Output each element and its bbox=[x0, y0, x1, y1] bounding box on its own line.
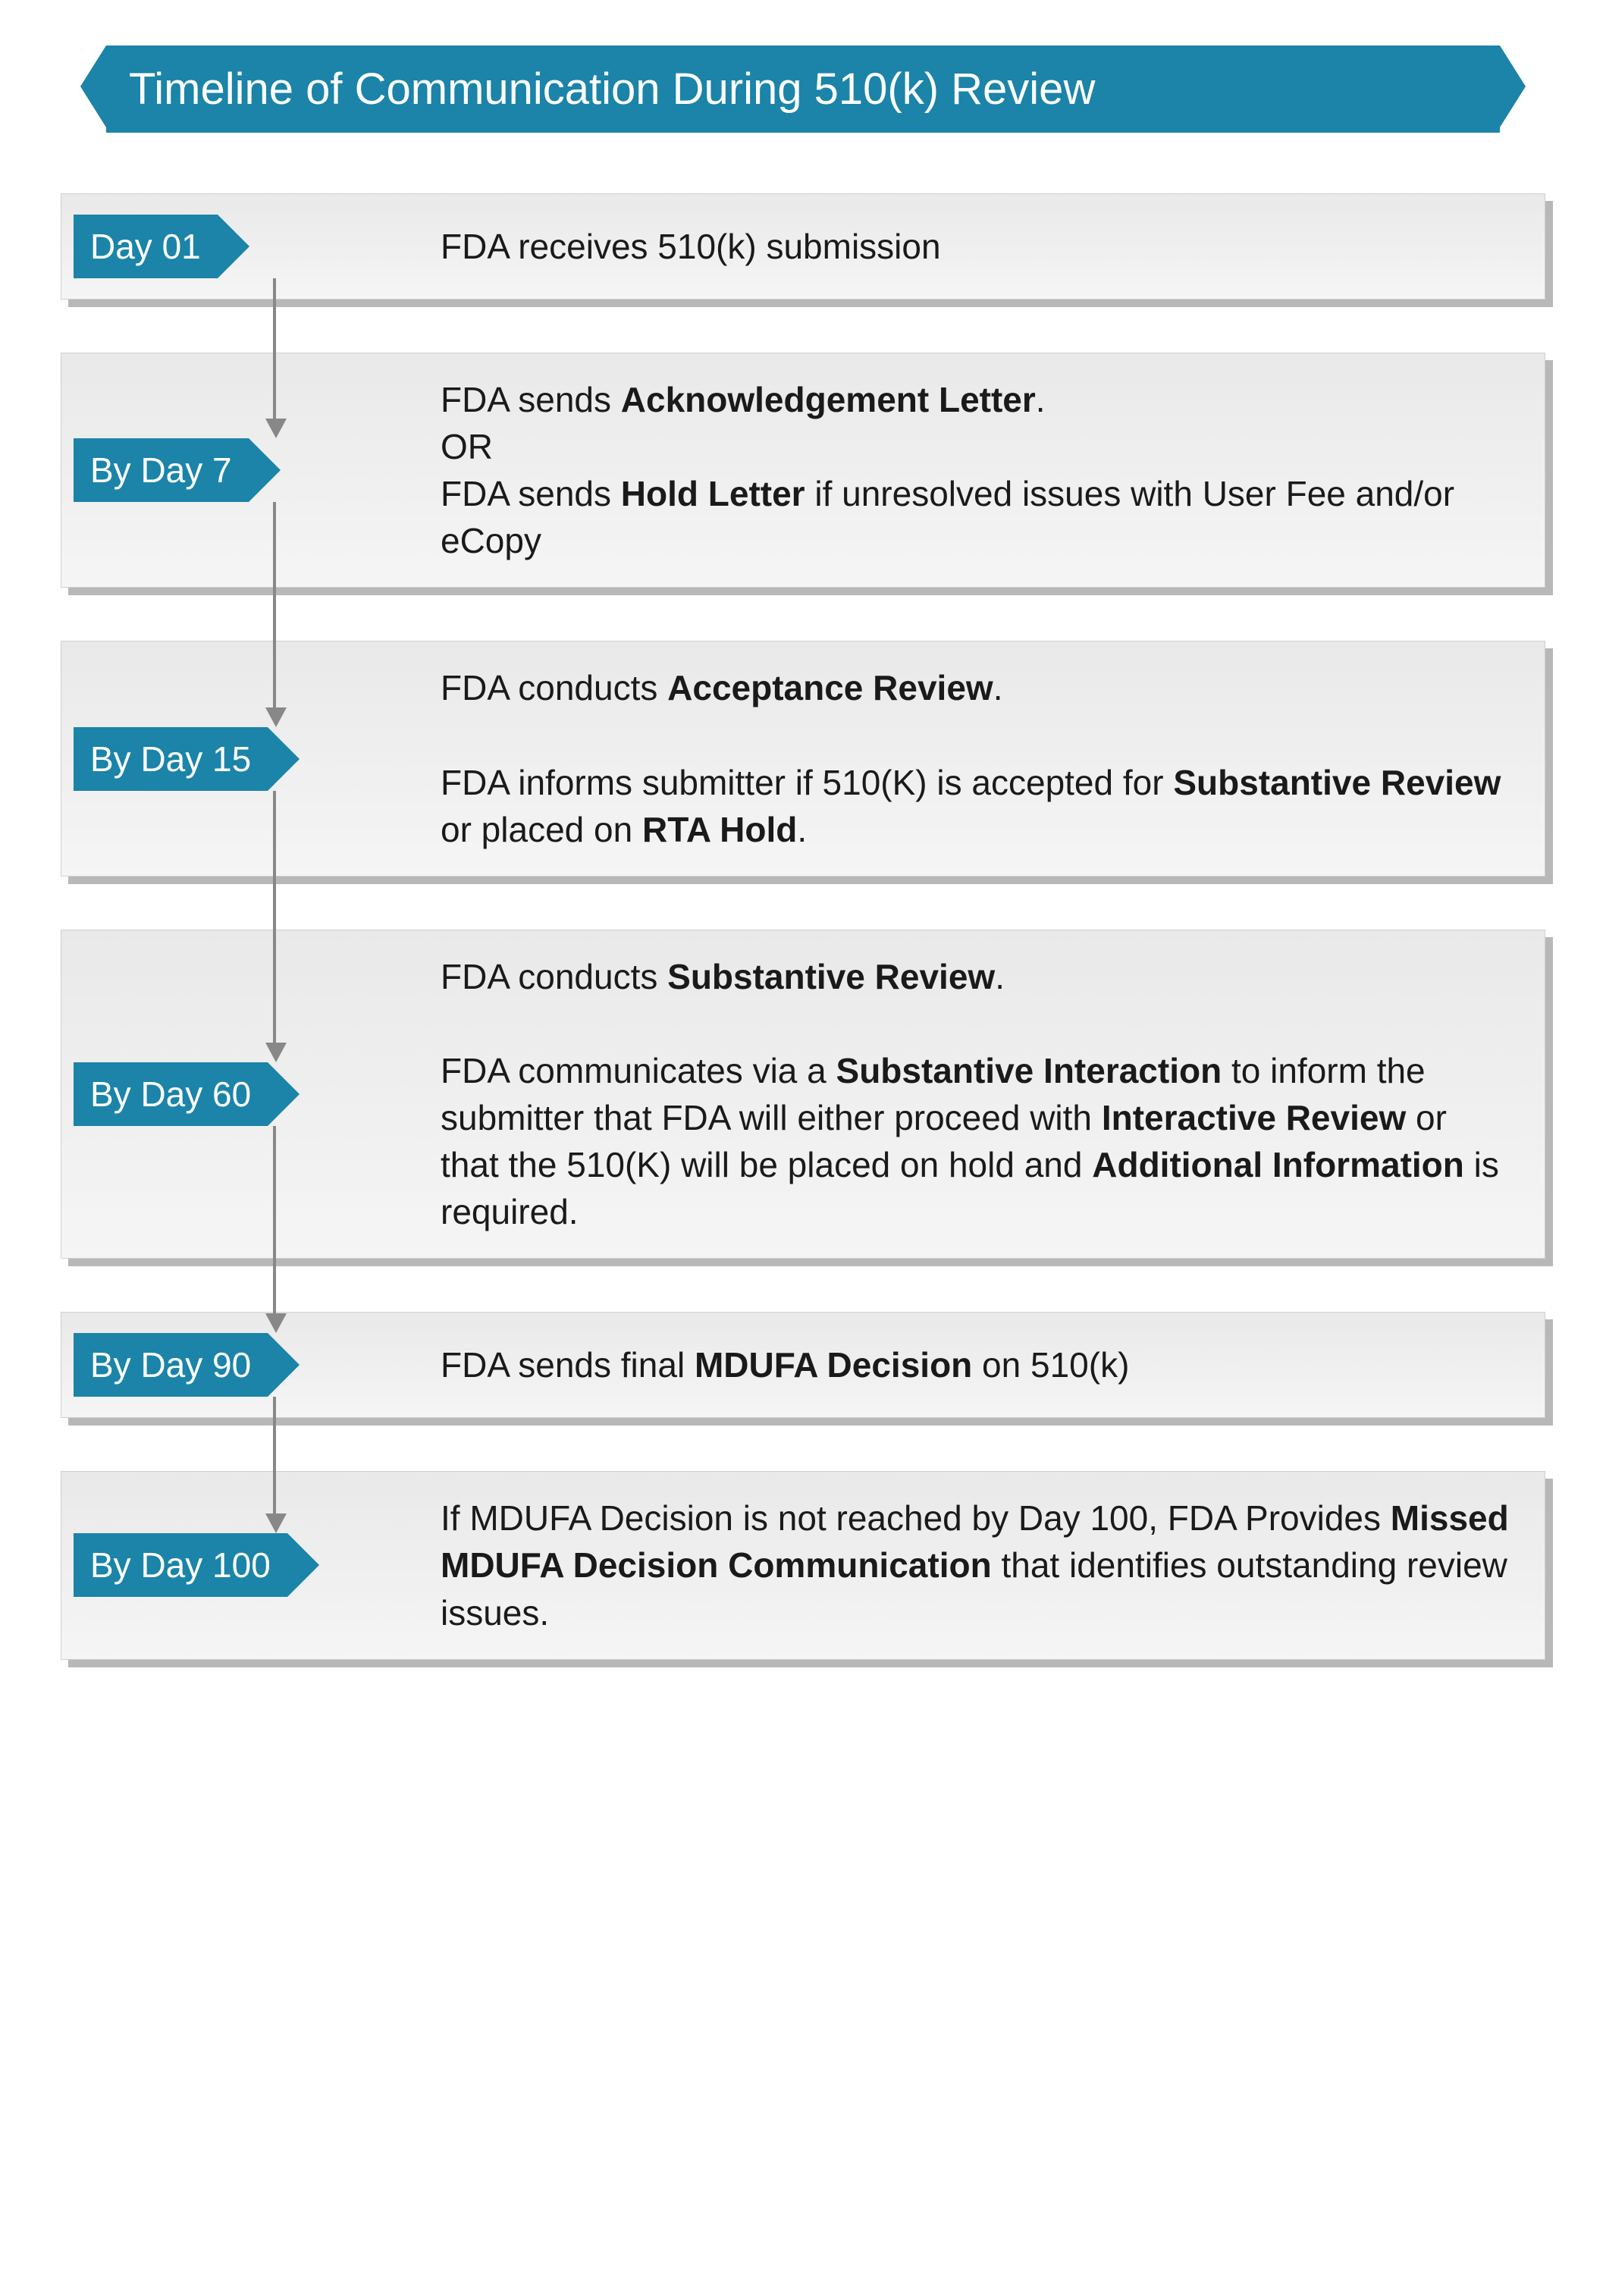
day-label: By Day 7 bbox=[74, 438, 249, 502]
step-box: Day 01 FDA receives 510(k) submission bbox=[61, 193, 1545, 300]
step-box: By Day 15 FDA conducts Acceptance Review.… bbox=[61, 641, 1545, 876]
step-box: By Day 7 FDA sends Acknowledgement Letter… bbox=[61, 353, 1545, 588]
title-text: Timeline of Communication During 510(k) … bbox=[129, 64, 1095, 114]
timeline-container: Day 01 FDA receives 510(k) submission By D… bbox=[61, 193, 1545, 1660]
connector-line bbox=[273, 1397, 276, 1513]
connector-line bbox=[273, 791, 276, 1043]
day-label: By Day 15 bbox=[74, 727, 268, 791]
step-description: FDA conducts Substantive Review.FDA comm… bbox=[441, 953, 1514, 1236]
timeline-step: By Day 7 FDA sends Acknowledgement Letter… bbox=[61, 353, 1545, 588]
connector-line bbox=[273, 502, 276, 707]
connector-line bbox=[273, 1126, 276, 1313]
connector-line bbox=[273, 278, 276, 419]
arrowhead-icon bbox=[265, 419, 287, 438]
arrowhead-icon bbox=[265, 1513, 287, 1533]
day-label: By Day 60 bbox=[74, 1062, 268, 1126]
timeline-step: Day 01 FDA receives 510(k) submission bbox=[61, 193, 1545, 300]
arrowhead-icon bbox=[265, 1043, 287, 1062]
step-description: FDA conducts Acceptance Review.FDA infor… bbox=[441, 664, 1514, 852]
day-label: By Day 100 bbox=[74, 1533, 287, 1597]
arrowhead-icon bbox=[265, 707, 287, 727]
step-box: By Day 60 FDA conducts Substantive Review… bbox=[61, 930, 1545, 1259]
arrowhead-icon bbox=[265, 1313, 287, 1333]
day-label: Day 01 bbox=[74, 215, 218, 278]
timeline-step: By Day 100 If MDUFA Decision is not reach… bbox=[61, 1471, 1545, 1659]
step-description: FDA receives 510(k) submission bbox=[441, 223, 941, 270]
day-label: By Day 90 bbox=[74, 1333, 268, 1397]
step-description: If MDUFA Decision is not reached by Day … bbox=[441, 1495, 1514, 1636]
step-description: FDA sends final MDUFA Decision on 510(k) bbox=[441, 1341, 1129, 1388]
title-banner: Timeline of Communication During 510(k) … bbox=[106, 45, 1500, 133]
timeline-step: By Day 60 FDA conducts Substantive Review… bbox=[61, 930, 1545, 1259]
step-description: FDA sends Acknowledgement Letter.ORFDA s… bbox=[441, 376, 1514, 564]
step-box: By Day 100 If MDUFA Decision is not reach… bbox=[61, 1471, 1545, 1659]
timeline-step: By Day 15 FDA conducts Acceptance Review.… bbox=[61, 641, 1545, 876]
